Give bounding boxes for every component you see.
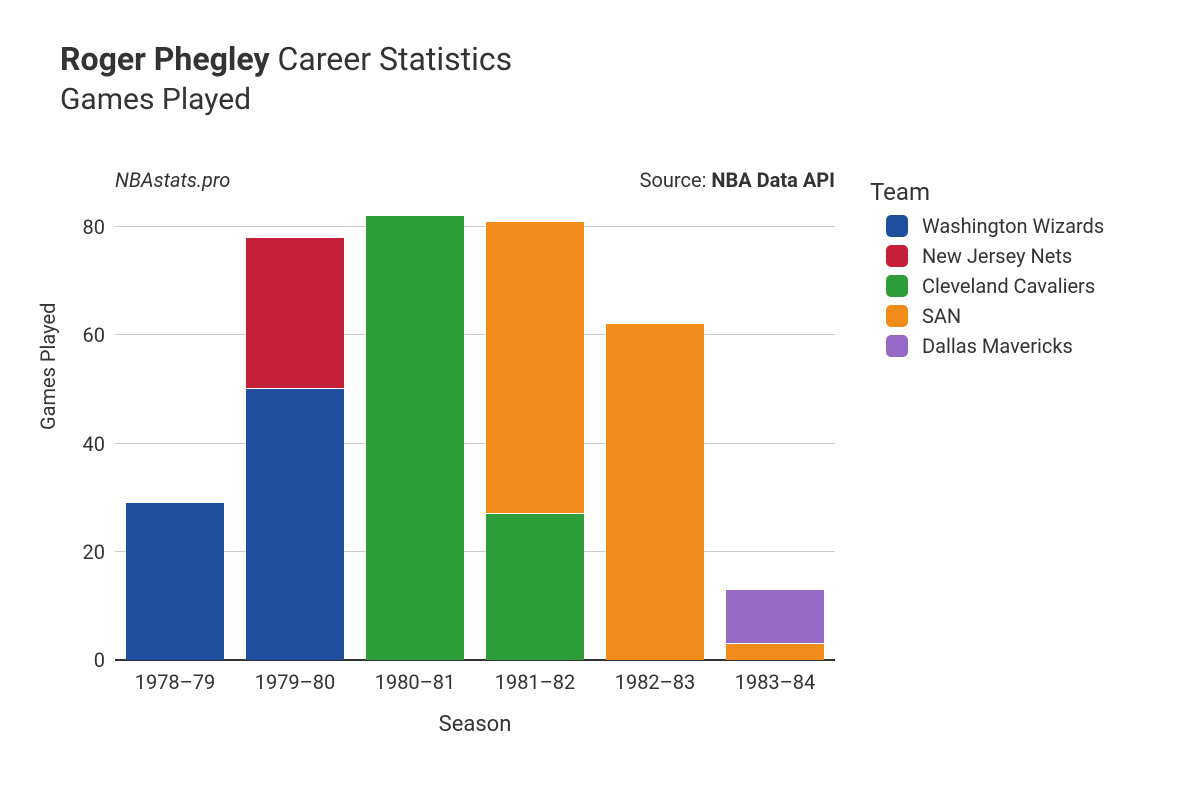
legend-item: Dallas Mavericks [870, 334, 1104, 358]
y-tick-label: 80 [83, 215, 115, 239]
chart-subtitle: Games Played [60, 82, 512, 117]
y-tick-label: 20 [83, 540, 115, 564]
y-tick-label: 60 [83, 323, 115, 347]
bar-segment [726, 590, 824, 644]
legend-swatch [886, 275, 908, 297]
legend-item: Cleveland Cavaliers [870, 274, 1104, 298]
legend-item: SAN [870, 304, 1104, 328]
legend-label: Cleveland Cavaliers [922, 274, 1095, 298]
legend-label: New Jersey Nets [922, 244, 1072, 268]
legend-label: SAN [922, 304, 961, 328]
player-name: Roger Phegley [60, 40, 270, 78]
legend-item: Washington Wizards [870, 214, 1104, 238]
x-tick-label: 1979–80 [255, 660, 336, 694]
x-tick-label: 1978–79 [135, 660, 216, 694]
bar-segment [246, 238, 344, 390]
legend-label: Dallas Mavericks [922, 334, 1073, 358]
bar-segment [126, 503, 224, 660]
credit-source-prefix: Source: [640, 168, 712, 192]
x-tick-label: 1982–83 [615, 660, 696, 694]
bar-segment [486, 222, 584, 514]
bar-group [726, 200, 824, 660]
credits-row: NBAstats.pro Source: NBA Data API [115, 168, 885, 192]
y-tick-label: 0 [94, 648, 115, 672]
bar-group [486, 200, 584, 660]
legend-swatch [886, 335, 908, 357]
bar-group [246, 200, 344, 660]
credit-site: NBAstats.pro [115, 168, 230, 192]
legend-swatch [886, 215, 908, 237]
legend-item: New Jersey Nets [870, 244, 1104, 268]
credit-source-name: NBA Data API [711, 168, 835, 192]
chart-title-block: Roger Phegley Career Statistics Games Pl… [60, 40, 512, 117]
legend: Team Washington Wizards New Jersey Nets Cl… [870, 178, 1104, 364]
y-axis-title: Games Played [36, 303, 60, 430]
bar-group [126, 200, 224, 660]
bar-segment [726, 644, 824, 660]
legend-swatch [886, 305, 908, 327]
x-axis-title: Season [115, 712, 835, 737]
x-tick-label: 1981–82 [495, 660, 576, 694]
y-tick-label: 40 [83, 432, 115, 456]
legend-title: Team [870, 178, 1104, 206]
credit-source: Source: NBA Data API [640, 168, 835, 192]
x-tick-label: 1983–84 [735, 660, 816, 694]
bar-group [606, 200, 704, 660]
legend-swatch [886, 245, 908, 267]
legend-label: Washington Wizards [922, 214, 1104, 238]
chart-title: Roger Phegley Career Statistics [60, 40, 512, 78]
x-tick-label: 1980–81 [375, 660, 456, 694]
title-suffix: Career Statistics [270, 40, 513, 78]
bar-segment [366, 216, 464, 660]
plot-area: 0204060801978–791979–801980–811981–82198… [115, 200, 835, 660]
bar-segment [486, 514, 584, 660]
bar-segment [246, 389, 344, 660]
bar-segment [606, 324, 704, 660]
bar-group [366, 200, 464, 660]
